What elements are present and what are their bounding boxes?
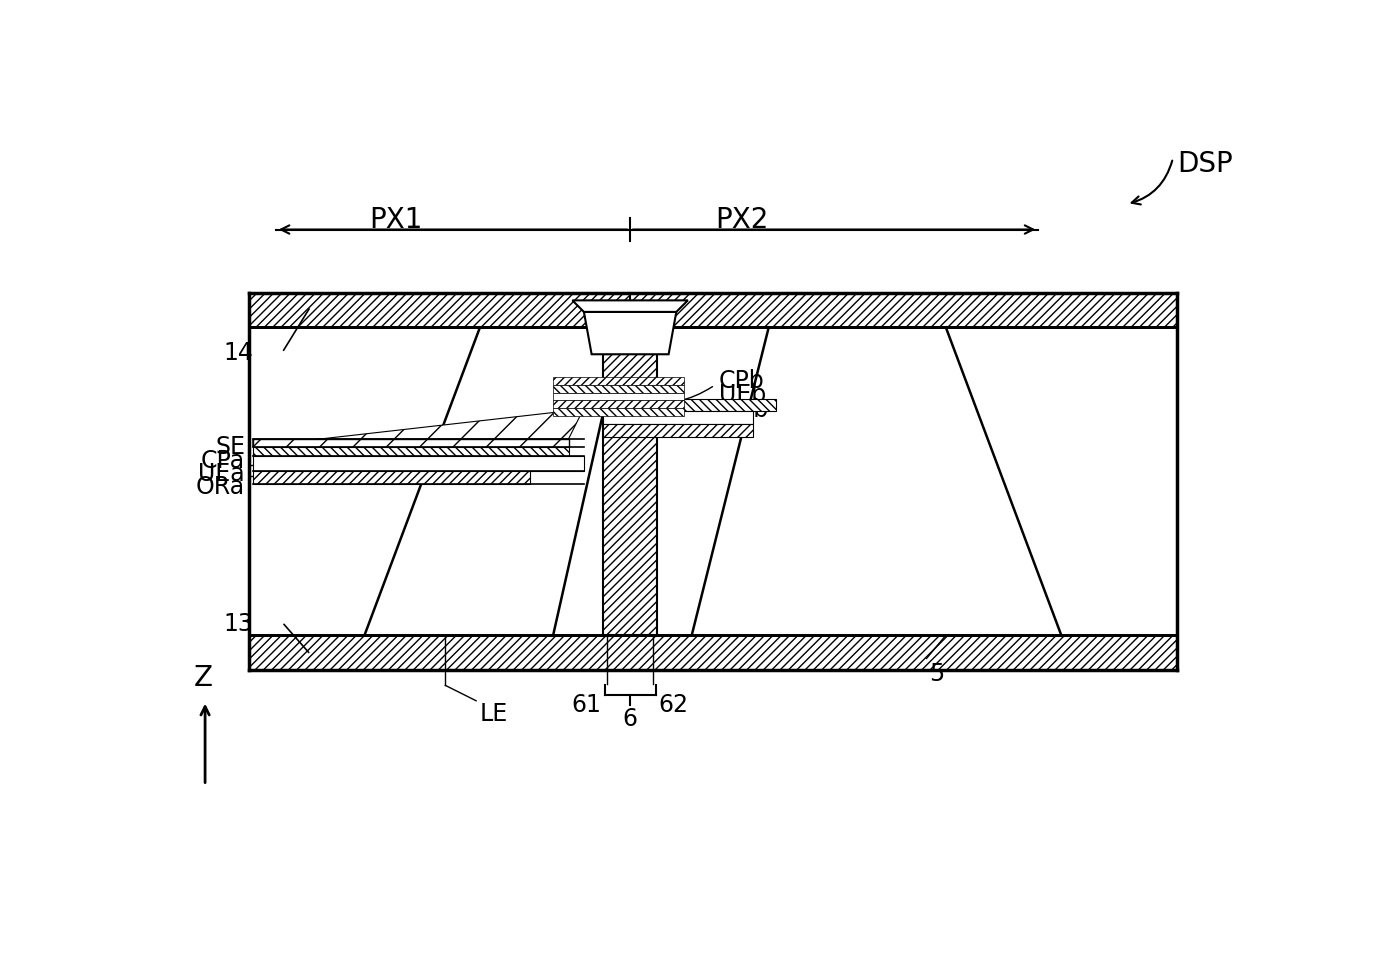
Polygon shape xyxy=(364,327,1062,636)
Polygon shape xyxy=(603,399,776,411)
Polygon shape xyxy=(553,385,684,393)
Text: 62: 62 xyxy=(659,693,688,717)
Polygon shape xyxy=(583,312,676,354)
Text: 13: 13 xyxy=(223,612,252,636)
Polygon shape xyxy=(603,411,753,424)
Polygon shape xyxy=(252,439,568,447)
Text: 61: 61 xyxy=(572,693,601,717)
Text: ORa: ORa xyxy=(196,475,245,499)
Polygon shape xyxy=(603,424,753,437)
Text: 14: 14 xyxy=(223,341,252,365)
Text: UEa: UEa xyxy=(199,461,245,485)
Polygon shape xyxy=(553,393,684,401)
Polygon shape xyxy=(603,354,656,636)
Polygon shape xyxy=(553,327,768,636)
Text: 6: 6 xyxy=(623,707,637,731)
Polygon shape xyxy=(572,300,688,312)
Text: Z: Z xyxy=(193,664,212,691)
Text: PX2: PX2 xyxy=(714,205,768,233)
Polygon shape xyxy=(252,393,592,447)
Text: LE: LE xyxy=(480,702,509,726)
Text: PX1: PX1 xyxy=(368,205,422,233)
Text: 5: 5 xyxy=(929,663,945,687)
Polygon shape xyxy=(553,377,684,385)
Polygon shape xyxy=(553,401,684,408)
Text: ORb: ORb xyxy=(718,399,769,423)
Text: DSP: DSP xyxy=(1176,150,1233,178)
Polygon shape xyxy=(252,447,568,455)
Text: UEb: UEb xyxy=(718,383,765,407)
Polygon shape xyxy=(553,408,684,416)
Polygon shape xyxy=(250,636,1176,670)
Polygon shape xyxy=(252,455,583,471)
Polygon shape xyxy=(250,293,1176,327)
Polygon shape xyxy=(250,327,480,636)
Text: SE: SE xyxy=(215,435,245,459)
Polygon shape xyxy=(946,327,1176,636)
Text: CPb: CPb xyxy=(718,369,764,393)
Polygon shape xyxy=(252,471,530,483)
Text: CPa: CPa xyxy=(201,450,245,473)
